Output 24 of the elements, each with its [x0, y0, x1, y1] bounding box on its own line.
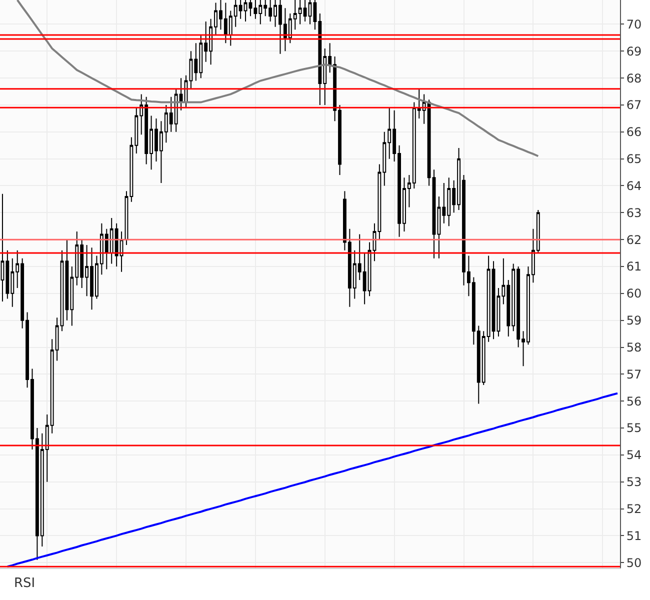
y-tick-label: 52 — [626, 502, 642, 516]
y-tick-label: 67 — [626, 98, 642, 112]
y-tick-label: 58 — [626, 340, 642, 354]
y-tick-label: 66 — [626, 125, 642, 140]
y-tick-label: 61 — [626, 260, 642, 274]
y-tick-label: 53 — [626, 475, 642, 490]
y-tick-label: 56 — [626, 394, 642, 408]
y-tick-label: 69 — [626, 44, 642, 58]
y-tick-label: 59 — [626, 314, 642, 328]
y-tick-label: 70 — [626, 17, 642, 32]
y-tick-label: 68 — [626, 71, 642, 86]
y-tick-label: 64 — [626, 178, 642, 193]
y-tick-label: 62 — [626, 232, 642, 247]
y-tick-label: 51 — [626, 528, 642, 543]
y-tick-label: 60 — [626, 286, 642, 301]
line-series — [6, 392, 619, 568]
y-tick-label: 55 — [626, 421, 642, 436]
y-tick-label: 57 — [626, 367, 642, 382]
y-tick-label: 54 — [626, 448, 642, 462]
y-tick-label: 50 — [626, 556, 642, 570]
y-tick-label: 65 — [626, 152, 642, 166]
text: RSI — [14, 576, 36, 591]
y-tick-label: 63 — [626, 206, 642, 220]
line-series — [16, 0, 540, 158]
